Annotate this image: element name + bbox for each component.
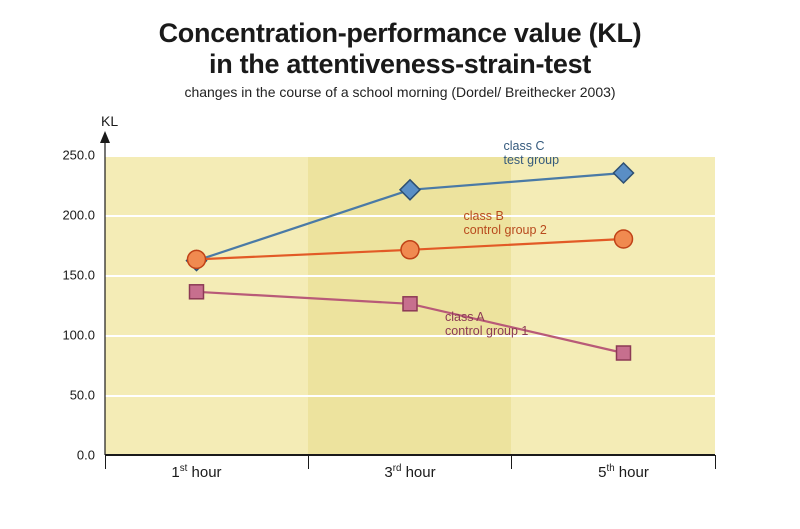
series-marker-classA	[403, 297, 417, 311]
x-tick-label: 1st hour	[171, 463, 221, 481]
y-tick-label: 200.0	[62, 208, 95, 223]
x-divider	[105, 455, 106, 469]
y-tick-label: 50.0	[70, 388, 95, 403]
chart-title-line1: Concentration-performance value (KL)	[0, 18, 800, 49]
series-label-line: test group	[504, 153, 560, 167]
series-marker-classA	[190, 285, 204, 299]
series-label-classC: class Ctest group	[504, 139, 560, 168]
series-label-line: class C	[504, 139, 560, 153]
series-label-line: class B	[464, 209, 547, 223]
chart-title-line2: in the attentiveness-strain-test	[0, 49, 800, 80]
series-marker-classB	[188, 250, 206, 268]
series-label-line: class A	[445, 310, 528, 324]
y-tick-label: 150.0	[62, 268, 95, 283]
x-divider	[715, 455, 716, 469]
title-block: Concentration-performance value (KL) in …	[0, 0, 800, 100]
chart-subtitle: changes in the course of a school mornin…	[0, 84, 800, 100]
chart-overlay	[105, 155, 715, 455]
series-marker-classA	[617, 346, 631, 360]
x-tick-label: 5th hour	[598, 463, 649, 481]
series-label-line: control group 1	[445, 324, 528, 338]
series-marker-classC	[614, 163, 634, 183]
screenshot: Concentration-performance value (KL) in …	[0, 0, 800, 529]
y-axis-arrow-icon	[100, 131, 110, 143]
series-label-classA: class Acontrol group 1	[445, 310, 528, 339]
y-axis-title: KL	[101, 113, 118, 129]
series-marker-classB	[401, 241, 419, 259]
y-tick-label: 0.0	[77, 448, 95, 463]
y-tick-label: 250.0	[62, 148, 95, 163]
y-tick-label: 100.0	[62, 328, 95, 343]
series-label-classB: class Bcontrol group 2	[464, 209, 547, 238]
x-divider	[308, 455, 309, 469]
series-marker-classB	[615, 230, 633, 248]
x-divider	[511, 455, 512, 469]
series-marker-classC	[400, 180, 420, 200]
series-label-line: control group 2	[464, 223, 547, 237]
chart-area: KL 0.050.0100.0150.0200.0250.01st hour3r…	[105, 155, 715, 455]
x-tick-label: 3rd hour	[384, 463, 435, 481]
